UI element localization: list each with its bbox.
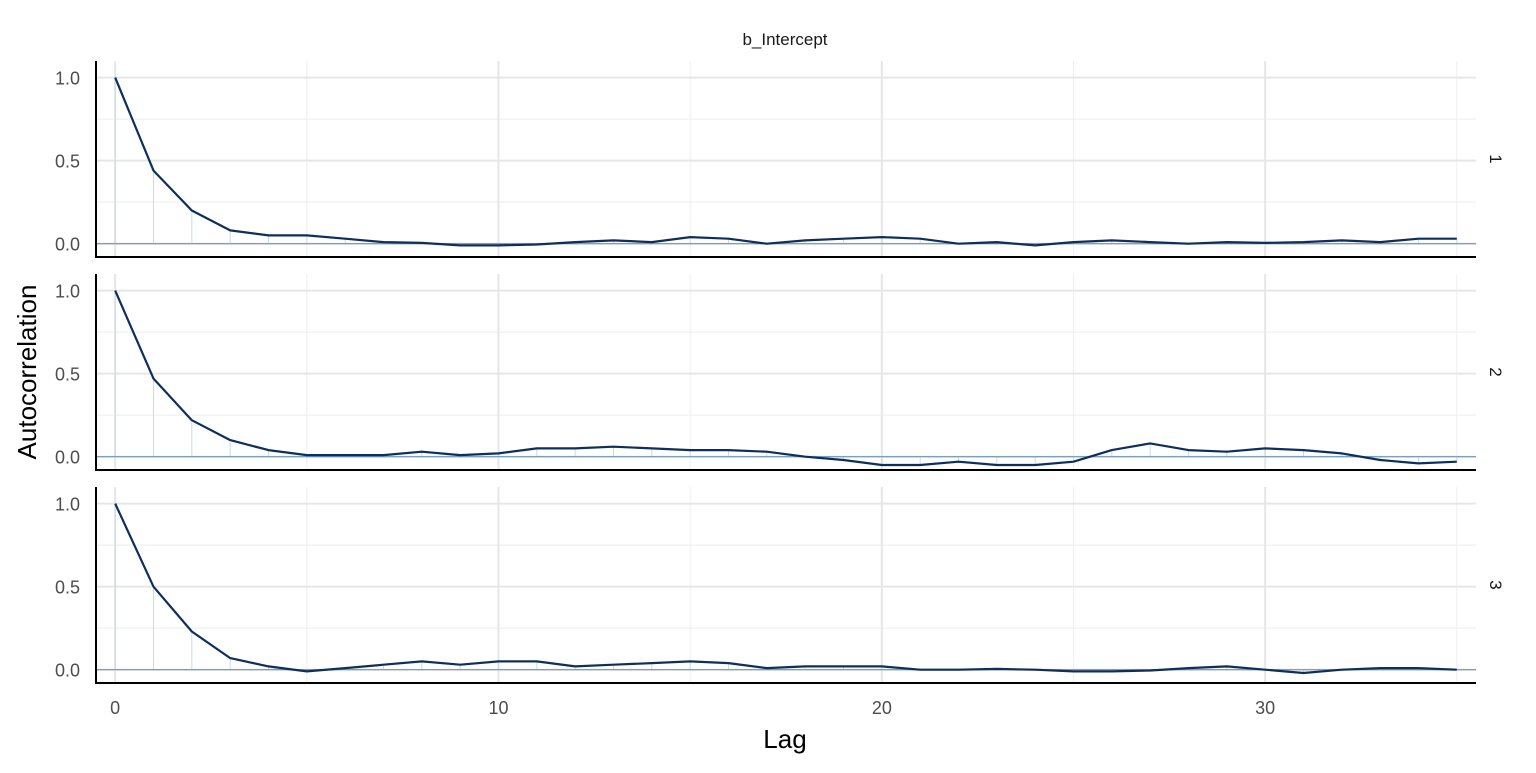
x-axis-title: Lag (763, 724, 806, 754)
acf-series-line-2 (114, 290, 1457, 467)
facet-label-chain-3: 3 (1486, 580, 1505, 589)
y-tick-label: 0.0 (55, 235, 80, 255)
y-tick-label: 1.0 (55, 69, 80, 89)
y-axis-title: Autocorrelation (12, 285, 42, 460)
facet-strip-title: b_Intercept (742, 30, 827, 49)
y-tick-label: 1.0 (55, 495, 80, 515)
x-tick-label: 30 (1255, 698, 1275, 718)
y-tick-label: 0.5 (55, 152, 80, 172)
facet-panel-2: 0.0 0.5 1.0 2 (55, 274, 1505, 471)
acf-series-line-3 (114, 503, 1457, 675)
facet-label-chain-2: 2 (1486, 367, 1505, 376)
facet-label-chain-1: 1 (1486, 154, 1505, 163)
x-tick-label: 0 (110, 698, 120, 718)
y-tick-label: 0.0 (55, 661, 80, 681)
facet-panel-3: 0.0 0.5 1.0 3 (55, 487, 1505, 684)
acf-series-line-1 (114, 77, 1457, 247)
x-tick-label: 10 (488, 698, 508, 718)
y-tick-label: 0.5 (55, 365, 80, 385)
y-tick-label: 0.0 (55, 448, 80, 468)
facet-panel-1: 0.0 0.5 1.0 1 (55, 61, 1505, 258)
y-tick-label: 0.5 (55, 578, 80, 598)
x-tick-label: 20 (872, 698, 892, 718)
y-tick-label: 1.0 (55, 282, 80, 302)
